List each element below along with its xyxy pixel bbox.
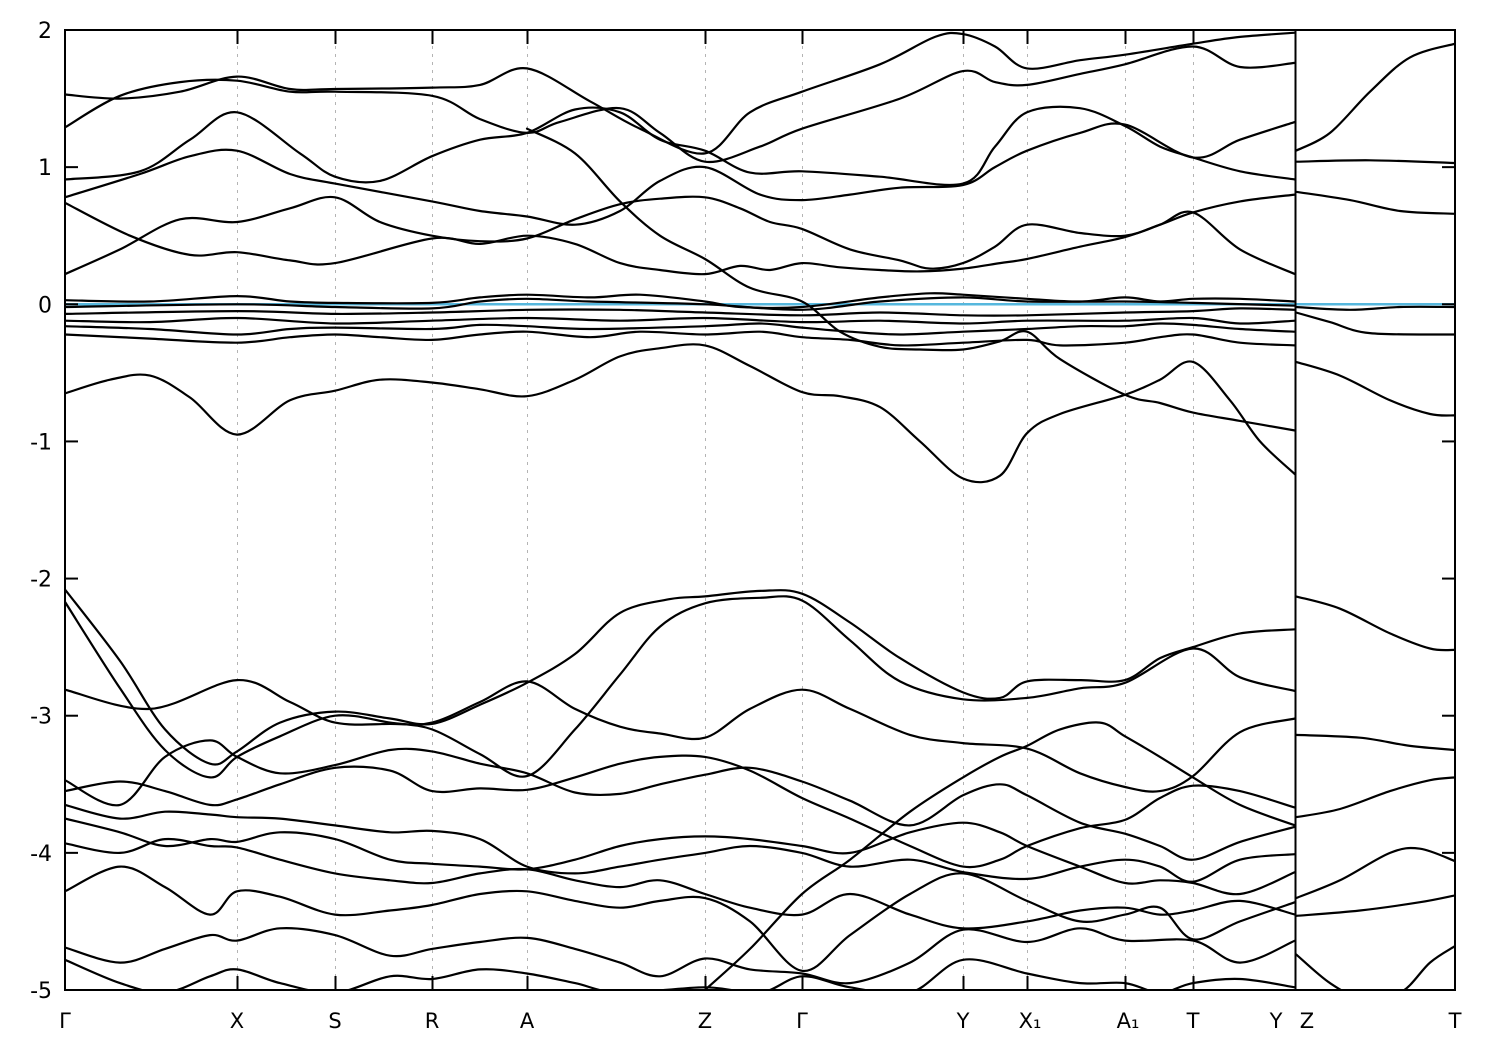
band-curve [65, 120, 1297, 226]
band-curve [703, 721, 1297, 990]
band-curve [1294, 190, 1455, 215]
band-curve [1294, 42, 1455, 152]
kpoint-label: Y [956, 1009, 970, 1033]
band-curve [65, 316, 1297, 325]
kpoint-label: Z [698, 1009, 712, 1033]
kpoint-label: A₁ [1117, 1009, 1140, 1033]
band-curve [65, 343, 1297, 484]
y-tick-label: -5 [30, 979, 52, 1004]
kpoint-label: Γ [796, 1009, 808, 1033]
band-curve [1294, 846, 1455, 900]
band-curve [65, 105, 1297, 187]
band-curve [65, 958, 1297, 990]
band-curve [1294, 894, 1455, 917]
band-curve [65, 817, 1297, 896]
band-curve [1294, 776, 1455, 819]
band-curve [1294, 159, 1455, 165]
band-curve [65, 296, 1297, 311]
band-curve [1294, 595, 1455, 652]
kpoint-label: Γ [59, 1009, 71, 1033]
kpoint-label: X₁ [1019, 1009, 1042, 1033]
band-curve [1294, 945, 1455, 990]
kpoint-label: Y [1269, 1009, 1283, 1033]
band-curve [65, 927, 1297, 985]
band-curve [1294, 311, 1455, 336]
band-curve [525, 127, 1297, 432]
y-tick-label: 2 [38, 19, 52, 44]
y-tick-label: -1 [30, 430, 52, 455]
band-curve [65, 595, 1297, 779]
kpoint-label: A [520, 1009, 535, 1033]
band-curve [1294, 305, 1455, 311]
y-tick-label: 0 [38, 293, 52, 318]
kpoint-label: T [1448, 1009, 1462, 1033]
band-curve [65, 31, 1297, 155]
kpoint-label: R [425, 1009, 440, 1033]
band-curve [65, 865, 1297, 972]
kpoint-label: T [1186, 1009, 1200, 1033]
y-tick-label: 1 [38, 156, 52, 181]
band-curve [65, 837, 1297, 930]
band-curve [1294, 733, 1455, 752]
band-curve [65, 754, 1297, 869]
band-curve [65, 45, 1297, 164]
band-curve [1294, 360, 1455, 417]
band-curve [65, 201, 1297, 276]
band-curve [65, 678, 1297, 793]
band-curve [65, 588, 1297, 766]
kpoint-label: S [328, 1009, 341, 1033]
y-tick-label: -3 [30, 705, 52, 730]
y-tick-label: -2 [30, 568, 52, 593]
kpoint-label: X [230, 1009, 244, 1033]
plot-border [64, 29, 1456, 991]
band-curve [65, 803, 1297, 883]
band-curve [65, 322, 1297, 336]
bands-group [65, 31, 1455, 990]
kpoint-label: Z [1300, 1009, 1314, 1033]
band-curve [65, 330, 1297, 347]
band-curve [65, 307, 1297, 317]
band-curve [65, 739, 1297, 861]
band-curve [65, 193, 1297, 276]
y-tick-label: -4 [30, 842, 52, 867]
